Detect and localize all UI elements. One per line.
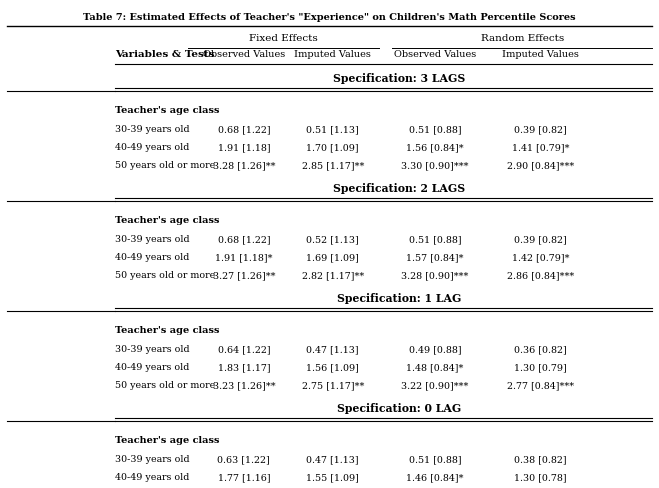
Text: 1.42 [0.79]*: 1.42 [0.79]* [511, 252, 569, 262]
Text: 2.85 [1.17]**: 2.85 [1.17]** [302, 161, 364, 170]
Text: Specification: 0 LAG: Specification: 0 LAG [337, 402, 461, 413]
Text: Teacher's age class: Teacher's age class [115, 325, 220, 334]
Text: Random Effects: Random Effects [480, 34, 564, 42]
Text: 3.30 [0.90]***: 3.30 [0.90]*** [401, 161, 469, 170]
Text: Observed Values: Observed Values [203, 50, 285, 59]
Text: 0.51 [1.13]: 0.51 [1.13] [306, 124, 359, 134]
Text: 0.38 [0.82]: 0.38 [0.82] [514, 454, 567, 463]
Text: 1.30 [0.79]: 1.30 [0.79] [514, 362, 567, 371]
Text: 0.63 [1.22]: 0.63 [1.22] [217, 454, 270, 463]
Text: Table 7: Estimated Effects of Teacher's "Experience" on Children's Math Percenti: Table 7: Estimated Effects of Teacher's … [83, 13, 576, 21]
Text: Specification: 2 LAGS: Specification: 2 LAGS [333, 183, 465, 193]
Text: 30-39 years old: 30-39 years old [115, 344, 190, 353]
Text: 1.77 [1.16]: 1.77 [1.16] [217, 472, 270, 481]
Text: Imputed Values: Imputed Values [295, 50, 371, 59]
Text: Teacher's age class: Teacher's age class [115, 435, 220, 444]
Text: 0.49 [0.88]: 0.49 [0.88] [409, 344, 461, 353]
Text: 2.75 [1.17]**: 2.75 [1.17]** [302, 380, 364, 389]
Text: 3.23 [1.26]**: 3.23 [1.26]** [212, 380, 275, 389]
Text: 3.28 [1.26]**: 3.28 [1.26]** [213, 161, 275, 170]
Text: 3.22 [0.90]***: 3.22 [0.90]*** [401, 380, 469, 389]
Text: 2.90 [0.84]***: 2.90 [0.84]*** [507, 161, 574, 170]
Text: 50 years old or more: 50 years old or more [115, 161, 215, 170]
Text: 3.27 [1.26]**: 3.27 [1.26]** [213, 270, 275, 280]
Text: 50 years old or more: 50 years old or more [115, 380, 215, 389]
Text: 1.30 [0.78]: 1.30 [0.78] [514, 472, 567, 481]
Text: 1.57 [0.84]*: 1.57 [0.84]* [406, 252, 464, 262]
Text: 40-49 years old: 40-49 years old [115, 252, 190, 262]
Text: Imputed Values: Imputed Values [502, 50, 579, 59]
Text: 0.36 [0.82]: 0.36 [0.82] [514, 344, 567, 353]
Text: 1.56 [1.09]: 1.56 [1.09] [306, 362, 359, 371]
Text: 0.47 [1.13]: 0.47 [1.13] [306, 454, 359, 463]
Text: 30-39 years old: 30-39 years old [115, 124, 190, 134]
Text: Specification: 3 LAGS: Specification: 3 LAGS [333, 73, 465, 83]
Text: 30-39 years old: 30-39 years old [115, 454, 190, 463]
Text: 40-49 years old: 40-49 years old [115, 472, 190, 481]
Text: 0.51 [0.88]: 0.51 [0.88] [409, 454, 461, 463]
Text: 2.86 [0.84]***: 2.86 [0.84]*** [507, 270, 574, 280]
Text: 3.28 [0.90]***: 3.28 [0.90]*** [401, 270, 469, 280]
Text: 2.77 [0.84]***: 2.77 [0.84]*** [507, 380, 574, 389]
Text: 1.91 [1.18]*: 1.91 [1.18]* [215, 252, 273, 262]
Text: Variables & Tests: Variables & Tests [115, 50, 215, 59]
Text: 40-49 years old: 40-49 years old [115, 362, 190, 371]
Text: Observed Values: Observed Values [394, 50, 476, 59]
Text: Teacher's age class: Teacher's age class [115, 216, 220, 224]
Text: 1.55 [1.09]: 1.55 [1.09] [306, 472, 359, 481]
Text: 1.56 [0.84]*: 1.56 [0.84]* [406, 142, 464, 152]
Text: 0.39 [0.82]: 0.39 [0.82] [514, 124, 567, 134]
Text: 40-49 years old: 40-49 years old [115, 142, 190, 152]
Text: 1.46 [0.84]*: 1.46 [0.84]* [406, 472, 464, 481]
Text: 0.68 [1.22]: 0.68 [1.22] [217, 124, 270, 134]
Text: 1.48 [0.84]*: 1.48 [0.84]* [406, 362, 464, 371]
Text: 0.51 [0.88]: 0.51 [0.88] [409, 124, 461, 134]
Text: 1.41 [0.79]*: 1.41 [0.79]* [511, 142, 569, 152]
Text: Teacher's age class: Teacher's age class [115, 106, 220, 115]
Text: 1.69 [1.09]: 1.69 [1.09] [306, 252, 359, 262]
Text: 1.70 [1.09]: 1.70 [1.09] [306, 142, 359, 152]
Text: 0.52 [1.13]: 0.52 [1.13] [306, 234, 359, 244]
Text: 2.82 [1.17]**: 2.82 [1.17]** [302, 270, 364, 280]
Text: 0.64 [1.22]: 0.64 [1.22] [217, 344, 270, 353]
Text: 1.83 [1.17]: 1.83 [1.17] [217, 362, 270, 371]
Text: 1.91 [1.18]: 1.91 [1.18] [217, 142, 270, 152]
Text: 0.39 [0.82]: 0.39 [0.82] [514, 234, 567, 244]
Text: Fixed Effects: Fixed Effects [249, 34, 318, 42]
Text: 30-39 years old: 30-39 years old [115, 234, 190, 244]
Text: 0.47 [1.13]: 0.47 [1.13] [306, 344, 359, 353]
Text: Specification: 1 LAG: Specification: 1 LAG [337, 292, 461, 303]
Text: 50 years old or more: 50 years old or more [115, 270, 215, 280]
Text: 0.68 [1.22]: 0.68 [1.22] [217, 234, 270, 244]
Text: 0.51 [0.88]: 0.51 [0.88] [409, 234, 461, 244]
